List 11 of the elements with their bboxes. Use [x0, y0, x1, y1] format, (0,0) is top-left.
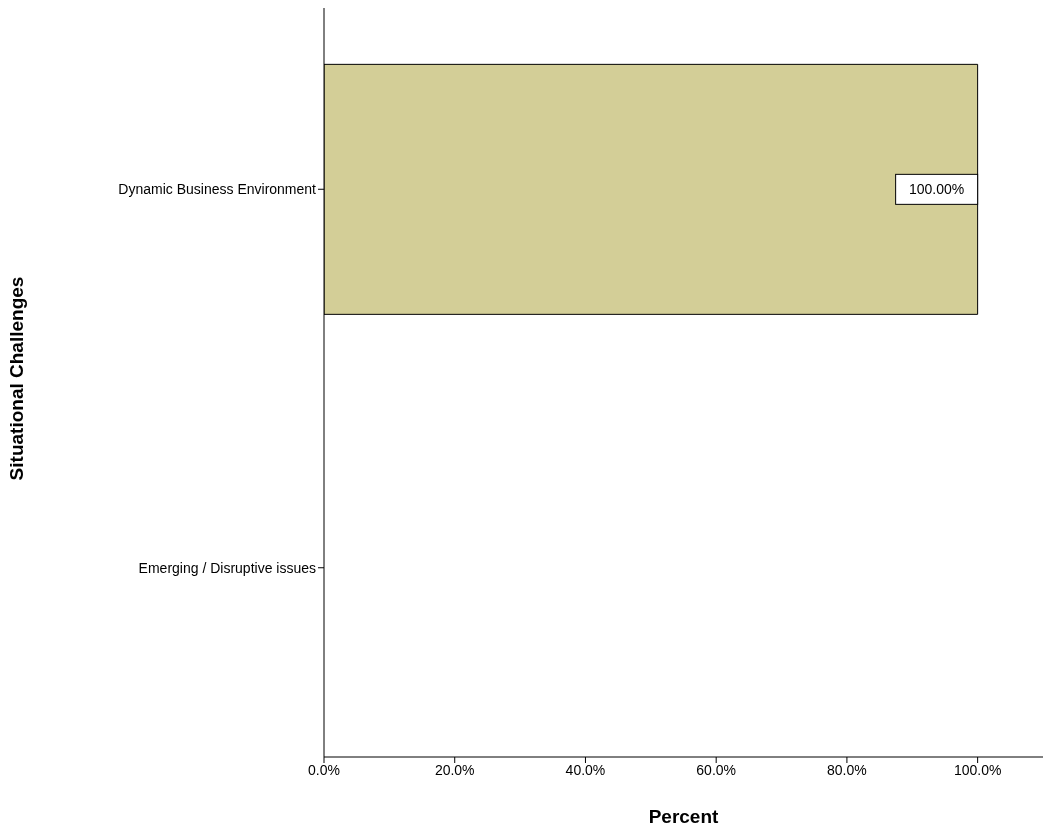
x-tick-label: 40.0% [565, 761, 606, 778]
y-tick-label: Dynamic Business Environment [118, 181, 317, 198]
y-axis-title: Situational Challenges [5, 276, 27, 481]
x-tick-label: 0.0% [308, 761, 340, 778]
x-tick-label: 100.0% [953, 761, 1002, 778]
x-axis-title: Percent [648, 806, 720, 827]
x-tick-label: 80.0% [827, 761, 867, 778]
x-tick-label: 20.0% [434, 761, 475, 778]
data-label: 100.00% [909, 181, 965, 198]
x-tick-label: 60.0% [696, 761, 737, 778]
y-tick-label: Emerging / Disruptive issues [138, 559, 316, 576]
